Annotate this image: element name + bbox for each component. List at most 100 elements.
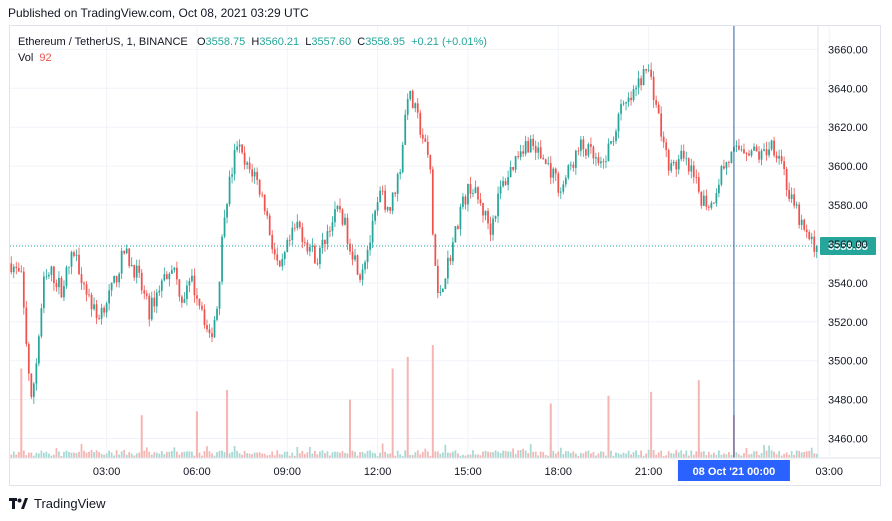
candle-body: [103, 307, 105, 313]
candle-body: [441, 288, 444, 292]
volume-spike: [650, 391, 653, 458]
candle-body: [105, 303, 108, 313]
candle-body: [785, 169, 788, 190]
volume-bar: [53, 454, 55, 458]
candle-body: [55, 283, 58, 288]
volume-bar: [753, 451, 755, 458]
candle-body: [70, 252, 73, 267]
candle-body: [351, 251, 354, 260]
candle-body: [788, 189, 791, 200]
volume-bar: [298, 453, 301, 458]
candle-body: [113, 275, 116, 283]
candle-body: [524, 141, 527, 154]
candle-body: [697, 177, 700, 192]
candle-body: [145, 293, 148, 296]
volume-bar: [278, 454, 281, 458]
candle-body: [612, 140, 615, 142]
candle-body: [411, 90, 414, 109]
low-value: 3557.60: [311, 36, 352, 48]
volume-bar: [411, 455, 414, 458]
candle-body: [464, 196, 467, 205]
candle-body: [248, 162, 251, 170]
volume-bar: [710, 454, 713, 458]
volume-bar: [680, 450, 683, 458]
candle-body: [314, 245, 316, 264]
volume-bar: [50, 455, 53, 458]
volume-bar: [446, 452, 449, 458]
volume-bar: [228, 453, 231, 458]
volume-bar: [301, 450, 304, 458]
open-value: 3558.75: [205, 36, 246, 48]
candle-body: [344, 217, 346, 225]
volume-bar: [585, 451, 587, 458]
volume-bar: [17, 451, 20, 458]
candle-body: [406, 99, 409, 115]
crosshair-time-label: 08 Oct '21 00:00: [693, 466, 776, 478]
candle-body: [735, 145, 738, 147]
volume-bar: [241, 454, 243, 458]
volume-bar: [803, 451, 806, 458]
volume-bar: [690, 450, 693, 458]
volume-bar: [211, 453, 213, 458]
candle-body: [467, 183, 469, 205]
candle-body: [356, 255, 359, 275]
candle-body: [50, 266, 53, 275]
volume-bar: [155, 452, 158, 458]
candle-body: [549, 163, 552, 178]
volume-bar: [291, 452, 294, 458]
candle-body: [98, 317, 100, 319]
volume-bar: [625, 453, 627, 458]
volume-bar: [303, 454, 306, 458]
volume-bar: [760, 453, 763, 458]
candle-body: [386, 207, 389, 210]
volume-bar: [462, 454, 464, 458]
volume-bar: [434, 451, 437, 458]
volume-spike: [349, 399, 352, 458]
volume-bar: [667, 451, 670, 458]
volume-bar: [441, 452, 444, 458]
volume-bar: [630, 454, 632, 458]
volume-bar: [452, 451, 454, 458]
volume-bar: [512, 448, 514, 458]
volume-bar: [336, 451, 339, 458]
candle-body: [198, 298, 201, 306]
candle-body: [241, 144, 243, 153]
candle-body: [278, 260, 281, 267]
candle-body: [743, 149, 745, 154]
candle-body: [579, 139, 582, 151]
volume-bar: [532, 451, 535, 458]
volume-bar: [329, 455, 331, 458]
candle-body: [677, 159, 680, 170]
candle-body: [125, 248, 128, 254]
tradingview-brand[interactable]: TradingView: [9, 496, 106, 511]
volume-bar: [562, 454, 565, 458]
candle-body: [334, 209, 336, 223]
candle-body: [569, 164, 572, 166]
candle-body: [391, 192, 394, 211]
candle-body: [341, 209, 344, 225]
candle-body: [702, 195, 705, 206]
volume-bar: [652, 450, 655, 458]
candle-body: [53, 266, 55, 284]
candle-body: [324, 239, 326, 245]
candle-body: [331, 222, 334, 232]
volume-bar: [78, 451, 80, 458]
volume-bar: [444, 444, 447, 458]
candle-body: [22, 271, 25, 308]
candle-body: [178, 279, 181, 297]
candle-body: [457, 226, 459, 230]
volume-bar: [386, 453, 389, 458]
candle-body: [615, 131, 617, 141]
candle-body: [281, 259, 284, 267]
volume-bar: [534, 451, 537, 458]
volume-bar: [218, 450, 221, 458]
volume-bar: [399, 454, 402, 458]
candle-body: [45, 276, 48, 278]
volume-bar: [35, 452, 38, 458]
candle-body: [529, 138, 532, 153]
volume-bar: [396, 450, 399, 458]
chart-frame[interactable]: [9, 25, 881, 486]
volume-bar: [597, 453, 600, 458]
candle-body: [728, 162, 730, 164]
